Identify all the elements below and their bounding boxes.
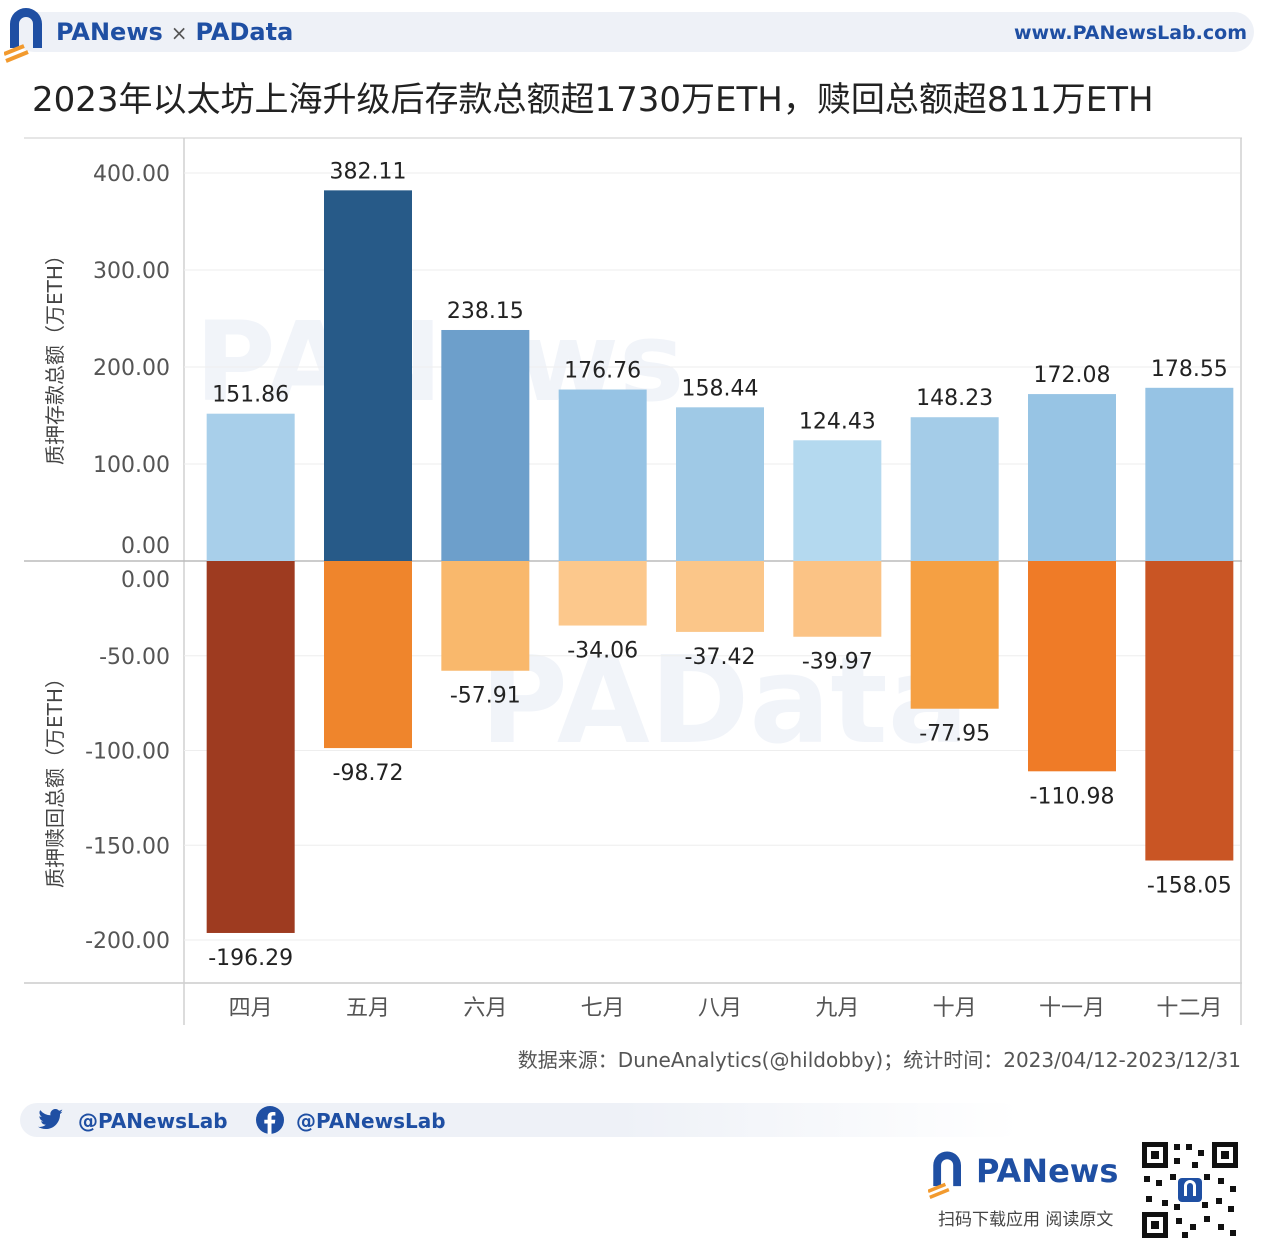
category-label: 八月 [698, 996, 742, 1021]
top-tick-label: 300.00 [93, 259, 170, 284]
withdrawal-bar [1145, 561, 1234, 861]
qr-code-icon[interactable] [1140, 1140, 1240, 1240]
category-label: 十一月 [1039, 996, 1105, 1021]
chart-title: 2023年以太坊上海升级后存款总额超1730万ETH，赎回总额超811万ETH [32, 80, 1154, 120]
top-axis-ticks: 400.00 300.00 200.00 100.00 0.00 [93, 162, 170, 559]
withdrawal-bar [1028, 561, 1116, 772]
data-labels: 151.86 -196.29 382.11 -98.72 238.15 -57.91 176… [208, 159, 1232, 971]
facebook-handle[interactable]: @PANewsLab [296, 1109, 446, 1133]
bottom-axis-label: 质押赎回总额（万ETH） [43, 668, 67, 888]
withdrawal-value-label: -158.05 [1147, 874, 1232, 899]
bottom-tick-label: -200.00 [85, 929, 170, 954]
deposit-bar [1145, 387, 1234, 561]
withdrawal-bar [910, 561, 999, 709]
footer-brand: PANews [976, 1152, 1119, 1190]
deposit-bar [1028, 394, 1116, 561]
category-label: 九月 [815, 996, 859, 1021]
withdrawal-bar [793, 561, 882, 637]
twitter-handle[interactable]: @PANewsLab [78, 1109, 228, 1133]
category-label: 四月 [229, 996, 273, 1021]
website-link[interactable]: www.PANewsLab.com [1013, 22, 1247, 44]
top-tick-label: 0.00 [121, 534, 170, 559]
withdrawal-value-label: -98.72 [333, 761, 404, 786]
top-tick-label: 200.00 [93, 356, 170, 381]
footer-logo-icon [928, 1151, 961, 1200]
withdrawal-bar [441, 561, 530, 671]
staking-bar-chart: PANews PAData 400.00300.00200.00100.000.… [24, 137, 1242, 1025]
deposit-bar [676, 407, 764, 561]
bottom-tick-label: 0.00 [121, 568, 170, 593]
category-label: 七月 [581, 996, 625, 1021]
brand-padata: PAData [195, 18, 294, 46]
bottom-tick-label: -100.00 [85, 740, 170, 765]
withdrawal-value-label: -34.06 [567, 639, 638, 664]
withdrawal-value-label: -37.42 [685, 645, 756, 670]
twitter-icon [38, 1109, 63, 1130]
category-label: 十二月 [1156, 996, 1222, 1021]
brand-panews: PANews [56, 18, 163, 46]
withdrawal-value-label: -77.95 [919, 722, 990, 747]
withdrawal-bars [206, 561, 1234, 933]
category-label: 五月 [346, 996, 390, 1021]
deposit-bar [441, 329, 530, 561]
deposit-value-label: 158.44 [682, 376, 759, 401]
withdrawal-bar [324, 561, 412, 749]
deposit-value-label: 151.86 [212, 383, 289, 408]
withdrawal-value-label: -110.98 [1030, 784, 1115, 809]
footer-tagline: 扫码下载应用 阅读原文 [938, 1210, 1114, 1230]
top-banner [14, 12, 1254, 52]
social-bar: @PANewsLab @PANewsLab [20, 1103, 1020, 1137]
deposit-value-label: 148.23 [916, 386, 993, 411]
deposit-bar [910, 417, 999, 561]
deposit-value-label: 382.11 [330, 159, 407, 184]
category-labels: 四月 五月 六月 七月 八月 九月 十月 十一月 十二月 [229, 996, 1223, 1021]
withdrawal-value-label: -39.97 [802, 650, 873, 675]
top-tick-label: 100.00 [93, 453, 170, 478]
top-tick-label: 400.00 [93, 162, 170, 187]
deposit-bar [206, 413, 295, 561]
data-source-note: 数据来源：DuneAnalytics(@hildobby)；统计时间：2023/… [517, 1048, 1241, 1072]
brand-separator: × [170, 21, 188, 45]
facebook-icon [256, 1106, 284, 1134]
deposit-bar [793, 440, 882, 561]
withdrawal-value-label: -196.29 [208, 946, 293, 971]
withdrawal-bar [206, 561, 295, 933]
bottom-axis-ticks: 0.00 -50.00 -100.00 -150.00 -200.00 [85, 568, 170, 954]
deposit-value-label: 172.08 [1034, 363, 1111, 388]
deposit-value-label: 178.55 [1151, 357, 1228, 382]
category-label: 十月 [933, 996, 977, 1021]
deposit-bars [206, 190, 1234, 561]
category-label: 六月 [463, 996, 507, 1021]
withdrawal-value-label: -57.91 [450, 684, 521, 709]
deposit-bar [558, 389, 647, 561]
header-brand: PANews × PAData [56, 18, 293, 46]
panews-logo-icon [4, 8, 42, 63]
deposit-value-label: 176.76 [564, 359, 641, 384]
watermark-padata: PAData [480, 632, 969, 771]
bottom-tick-label: -150.00 [85, 834, 170, 859]
deposit-bar [324, 190, 412, 561]
deposit-value-label: 124.43 [799, 409, 876, 434]
bottom-tick-label: -50.00 [99, 645, 170, 670]
withdrawal-bar [676, 561, 764, 632]
withdrawal-bar [558, 561, 647, 626]
deposit-value-label: 238.15 [447, 299, 524, 324]
top-axis-label: 质押存款总额（万ETH） [43, 245, 67, 465]
